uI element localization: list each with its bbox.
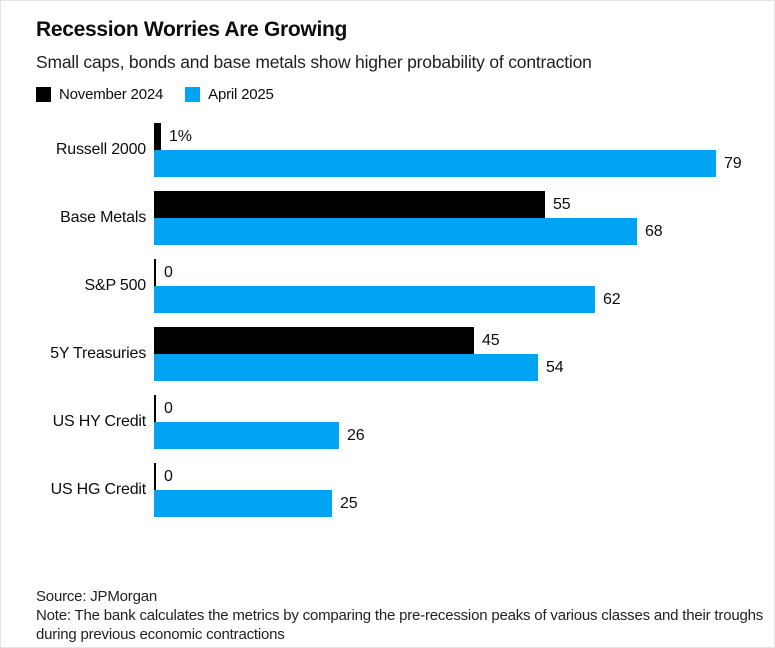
chart-row-us-hg-credit: US HG Credit 0 25 [36,463,764,518]
bar-value-label: 0 [164,399,173,417]
bar-value-label: 26 [347,426,365,444]
bar-november-2024 [154,191,545,219]
bar-november-2024 [154,123,161,151]
bar-line: 45 [154,327,563,355]
bar-line: 54 [154,354,564,382]
chart-legend: November 2024 April 2025 [36,86,764,103]
bar-april-2025 [154,422,339,450]
bar-group: 1% 79 [154,123,742,178]
bar-line: 55 [154,191,662,219]
bar-april-2025 [154,286,595,314]
bar-line: 0 [154,395,364,423]
category-label: 5Y Treasuries [50,345,146,363]
bar-line: 62 [154,286,621,314]
chart-title: Recession Worries Are Growing [36,18,348,41]
chart-row-5y-treasuries: 5Y Treasuries 45 54 [36,327,764,382]
bar-value-label: 62 [603,290,621,308]
bar-value-label: 55 [553,195,571,213]
legend-item-november-2024: November 2024 [36,86,163,103]
legend-label-april: April 2025 [208,86,274,104]
bar-value-label: 0 [164,467,173,485]
bar-group: 55 68 [154,191,663,246]
chart-row-s-p-500: S&P 500 0 62 [36,259,764,314]
chart-footer: Source: JPMorgan Note: The bank calculat… [36,587,764,644]
bar-november-2024 [154,259,156,287]
bar-line: 0 [154,259,620,287]
bar-april-2025 [154,150,716,178]
source-text: Source: JPMorgan [36,588,158,606]
bar-value-label: 1% [169,127,192,145]
bar-chart: Russell 2000 1% 79 Base Metals 55 68 S&P 500 0 6… [36,123,764,518]
category-label: US HG Credit [50,481,147,499]
bar-value-label: 0 [164,263,173,281]
bar-value-label: 54 [546,358,564,376]
bar-value-label: 68 [645,222,663,240]
bar-april-2025 [154,490,332,518]
legend-swatch-april-icon [185,87,201,103]
bar-april-2025 [154,218,637,246]
legend-item-april-2025: April 2025 [185,86,274,103]
bar-group: 0 26 [154,395,365,450]
category-label: US HY Credit [52,413,147,431]
bar-line: 26 [154,422,365,450]
bar-november-2024 [154,327,474,355]
bar-group: 45 54 [154,327,564,382]
category-label: S&P 500 [84,277,147,295]
chart-subtitle: Small caps, bonds and base metals show h… [36,52,592,73]
bar-value-label: 79 [724,154,742,172]
bar-value-label: 25 [340,494,358,512]
category-label: Base Metals [60,209,146,227]
category-label: Russell 2000 [55,141,146,159]
bar-line: 0 [154,463,357,491]
legend-label-november: November 2024 [59,86,164,104]
bar-line: 25 [154,490,358,518]
chart-row-russell-2000: Russell 2000 1% 79 [36,123,764,178]
bar-november-2024 [154,395,156,423]
bar-november-2024 [154,463,156,491]
bar-group: 0 62 [154,259,621,314]
chart-row-us-hy-credit: US HY Credit 0 26 [36,395,764,450]
bar-value-label: 45 [482,331,500,349]
bar-line: 79 [154,150,742,178]
bar-line: 68 [154,218,663,246]
bar-april-2025 [154,354,538,382]
chart-row-base-metals: Base Metals 55 68 [36,191,764,246]
legend-swatch-november-icon [36,87,51,103]
note-text: Note: The bank calculates the metrics by… [36,607,764,644]
bar-line: 1% [154,123,741,151]
bar-group: 0 25 [154,463,358,518]
